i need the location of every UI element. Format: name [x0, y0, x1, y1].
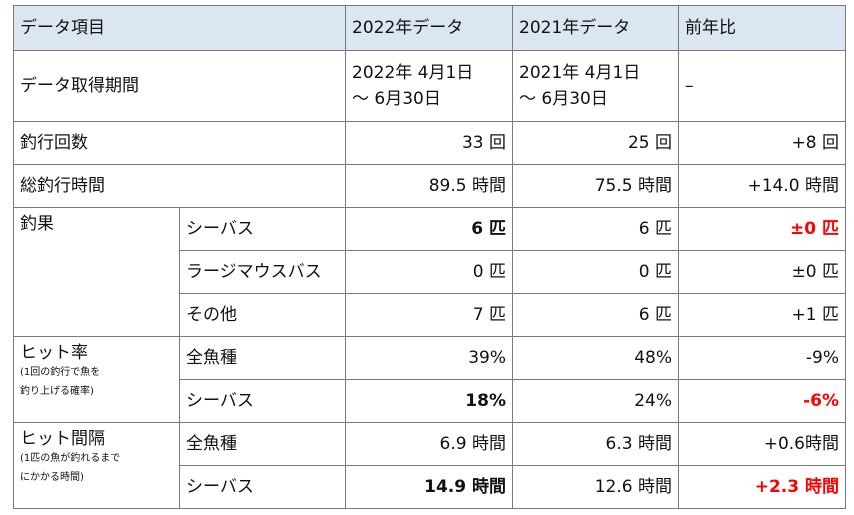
interval-2021: 6.3 時間: [512, 422, 679, 466]
hitrate-label-cell: ヒット率 (1回の釣行で魚を 釣り上げる確率): [13, 336, 180, 423]
catch-yoy: +1 匹: [678, 293, 846, 337]
period-yoy: –: [678, 50, 846, 122]
interval-row-all: ヒット間隔 (1匹の魚が釣れるまで にかかる時間) 全魚種 6.9 時間 6.3 …: [13, 422, 846, 509]
interval-note-line2: にかかる時間): [20, 472, 84, 484]
catch-2021: 0 匹: [512, 250, 679, 294]
interval-note-line1: (1匹の魚が釣れるまで: [20, 453, 121, 465]
interval-label-cell: ヒット間隔 (1匹の魚が釣れるまで にかかる時間): [13, 422, 180, 509]
catch-2022: 0 匹: [345, 250, 513, 294]
hitrate-row-seabass: シーバス 18% 24% -6%: [14, 379, 846, 423]
header-2021: 2021年データ: [512, 5, 679, 51]
interval-name: 全魚種: [179, 422, 346, 466]
catch-name: シーバス: [179, 207, 346, 251]
hitrate-note-line2: 釣り上げる確率): [20, 386, 94, 398]
catch-yoy: ±0 匹: [678, 207, 846, 251]
interval-2022: 14.9 時間: [345, 465, 513, 509]
hours-2021: 75.5 時間: [512, 164, 679, 208]
period-2021-start: 2021年 4月1日: [519, 62, 641, 83]
period-row: データ取得期間 2022年 4月1日 ～ 6月30日 2021年 4月1日 ～ …: [13, 50, 846, 122]
hours-yoy: +14.0 時間: [678, 164, 846, 208]
catch-2022: 7 匹: [345, 293, 513, 337]
catch-row-largemouth: ラージマウスバス 0 匹 0 匹 ±0 匹: [14, 250, 846, 294]
trips-yoy: +8 回: [678, 121, 846, 165]
interval-2021: 12.6 時間: [512, 465, 679, 509]
interval-row-seabass: シーバス 14.9 時間 12.6 時間 +2.3 時間: [14, 465, 846, 509]
interval-note: (1匹の魚が釣れるまで にかかる時間): [20, 449, 173, 487]
hitrate-2022: 18%: [345, 379, 513, 423]
catch-name: その他: [179, 293, 346, 337]
period-2022-end: ～ 6月30日: [352, 89, 441, 109]
catch-name: ラージマウスバス: [179, 250, 346, 294]
hitrate-2021: 24%: [512, 379, 679, 423]
trips-2022: 33 回: [345, 121, 513, 165]
period-2021-end: ～ 6月30日: [519, 89, 608, 109]
trips-label: 釣行回数: [13, 121, 346, 165]
hitrate-name: 全魚種: [179, 336, 346, 380]
catch-2022: 6 匹: [345, 207, 513, 251]
hitrate-label: ヒット率: [20, 343, 88, 363]
hitrate-2021: 48%: [512, 336, 679, 380]
header-item: データ項目: [13, 5, 346, 51]
hitrate-yoy: -9%: [678, 336, 846, 380]
catch-2021: 6 匹: [512, 207, 679, 251]
interval-label: ヒット間隔: [20, 429, 105, 449]
interval-yoy: +0.6時間: [678, 422, 846, 466]
period-label: データ取得期間: [13, 50, 346, 122]
period-2022-start: 2022年 4月1日: [352, 62, 474, 83]
trips-2021: 25 回: [512, 121, 679, 165]
trips-row: 釣行回数 33 回 25 回 +8 回: [13, 121, 846, 165]
hitrate-row-all: ヒット率 (1回の釣行で魚を 釣り上げる確率) 全魚種 39% 48% -9%: [13, 336, 846, 423]
catch-yoy: ±0 匹: [678, 250, 846, 294]
hitrate-2022: 39%: [345, 336, 513, 380]
header-2022: 2022年データ: [345, 5, 513, 51]
fishing-stats-table: データ項目 2022年データ 2021年データ 前年比 データ取得期間 2022…: [13, 5, 846, 509]
hours-2022: 89.5 時間: [345, 164, 513, 208]
catch-row-seabass: 釣果 シーバス 6 匹 6 匹 ±0 匹: [13, 207, 846, 337]
hours-label: 総釣行時間: [13, 164, 346, 208]
header-row: データ項目 2022年データ 2021年データ 前年比: [13, 5, 846, 51]
catch-label: 釣果: [13, 207, 180, 337]
hitrate-note-line1: (1回の釣行で魚を: [20, 367, 101, 379]
catch-row-other: その他 7 匹 6 匹 +1 匹: [14, 293, 846, 337]
hours-row: 総釣行時間 89.5 時間 75.5 時間 +14.0 時間: [13, 164, 846, 208]
period-2021: 2021年 4月1日 ～ 6月30日: [512, 50, 679, 122]
hitrate-name: シーバス: [179, 379, 346, 423]
interval-name: シーバス: [179, 465, 346, 509]
period-2022: 2022年 4月1日 ～ 6月30日: [345, 50, 513, 122]
header-yoy: 前年比: [678, 5, 846, 51]
interval-yoy: +2.3 時間: [678, 465, 846, 509]
hitrate-yoy: -6%: [678, 379, 846, 423]
interval-2022: 6.9 時間: [345, 422, 513, 466]
catch-2021: 6 匹: [512, 293, 679, 337]
hitrate-note: (1回の釣行で魚を 釣り上げる確率): [20, 363, 173, 401]
